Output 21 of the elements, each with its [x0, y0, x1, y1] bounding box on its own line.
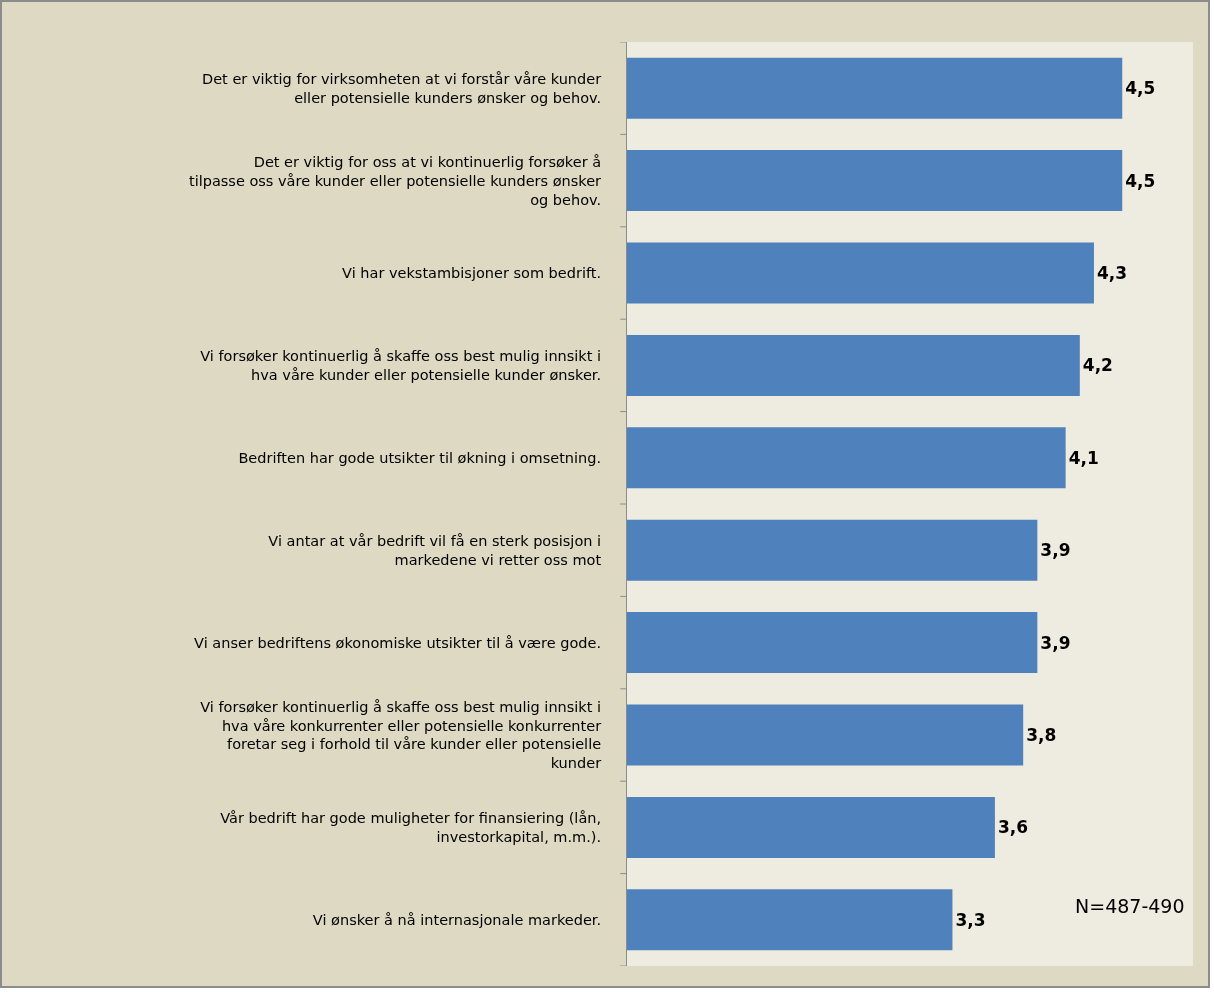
y-tick-label: Vi forsøker kontinuerlig å skaffe oss best mulig innsikt i hva våre kunder eller potensielle kunder ønsker.	[200, 348, 602, 383]
y-tick-label: Vår bedrift har gode muligheter for finansiering (lån, investorkapital, m.m.).	[220, 810, 602, 845]
data-label: 3,6	[997, 817, 1029, 838]
y-tick-label: Vi antar at vår bedrift vil få en sterk posisjon i markedene vi retter oss mot	[268, 532, 602, 568]
y-tick-label: Vi anser bedriftens økonomiske utsikter til å være gode.	[194, 634, 602, 651]
y-tick-label: Vi forsøker kontinuerlig å skaffe oss best mulig innsikt i hva våre konkurrenter eller potensielle konkurrenter foretar seg i forhold til våre kunder eller potensielle kunder	[200, 698, 602, 772]
data-label: 3,3	[955, 909, 986, 930]
data-label: 4,5	[1125, 78, 1156, 99]
y-tick-label: Det er viktig for oss at vi kontinuerlig forsøker å tilpasse oss våre kunder eller potensielle kunders ønsker og behov.	[188, 153, 602, 208]
data-label: 4,2	[1082, 355, 1113, 376]
data-label: 3,9	[1040, 540, 1071, 561]
data-label: 3,9	[1040, 632, 1071, 653]
data-label: 3,8	[1026, 725, 1057, 745]
data-label: 4,5	[1125, 170, 1156, 191]
annotation: N=487-490	[1075, 895, 1185, 917]
y-tick-label: Vi har vekstambisjoner som bedrift.	[342, 265, 602, 282]
data-label: 4,3	[1096, 263, 1128, 283]
y-tick-label: Vi ønsker å nå internasjonale markeder.	[312, 911, 602, 928]
y-tick-label: Bedriften har gode utsikter til økning i omsetning.	[238, 449, 602, 466]
data-label: 4,1	[1068, 447, 1099, 468]
y-tick-label: Det er viktig for virksomheten at vi forstår våre kunder eller potensielle kunders ønsker og behov.	[202, 70, 602, 106]
